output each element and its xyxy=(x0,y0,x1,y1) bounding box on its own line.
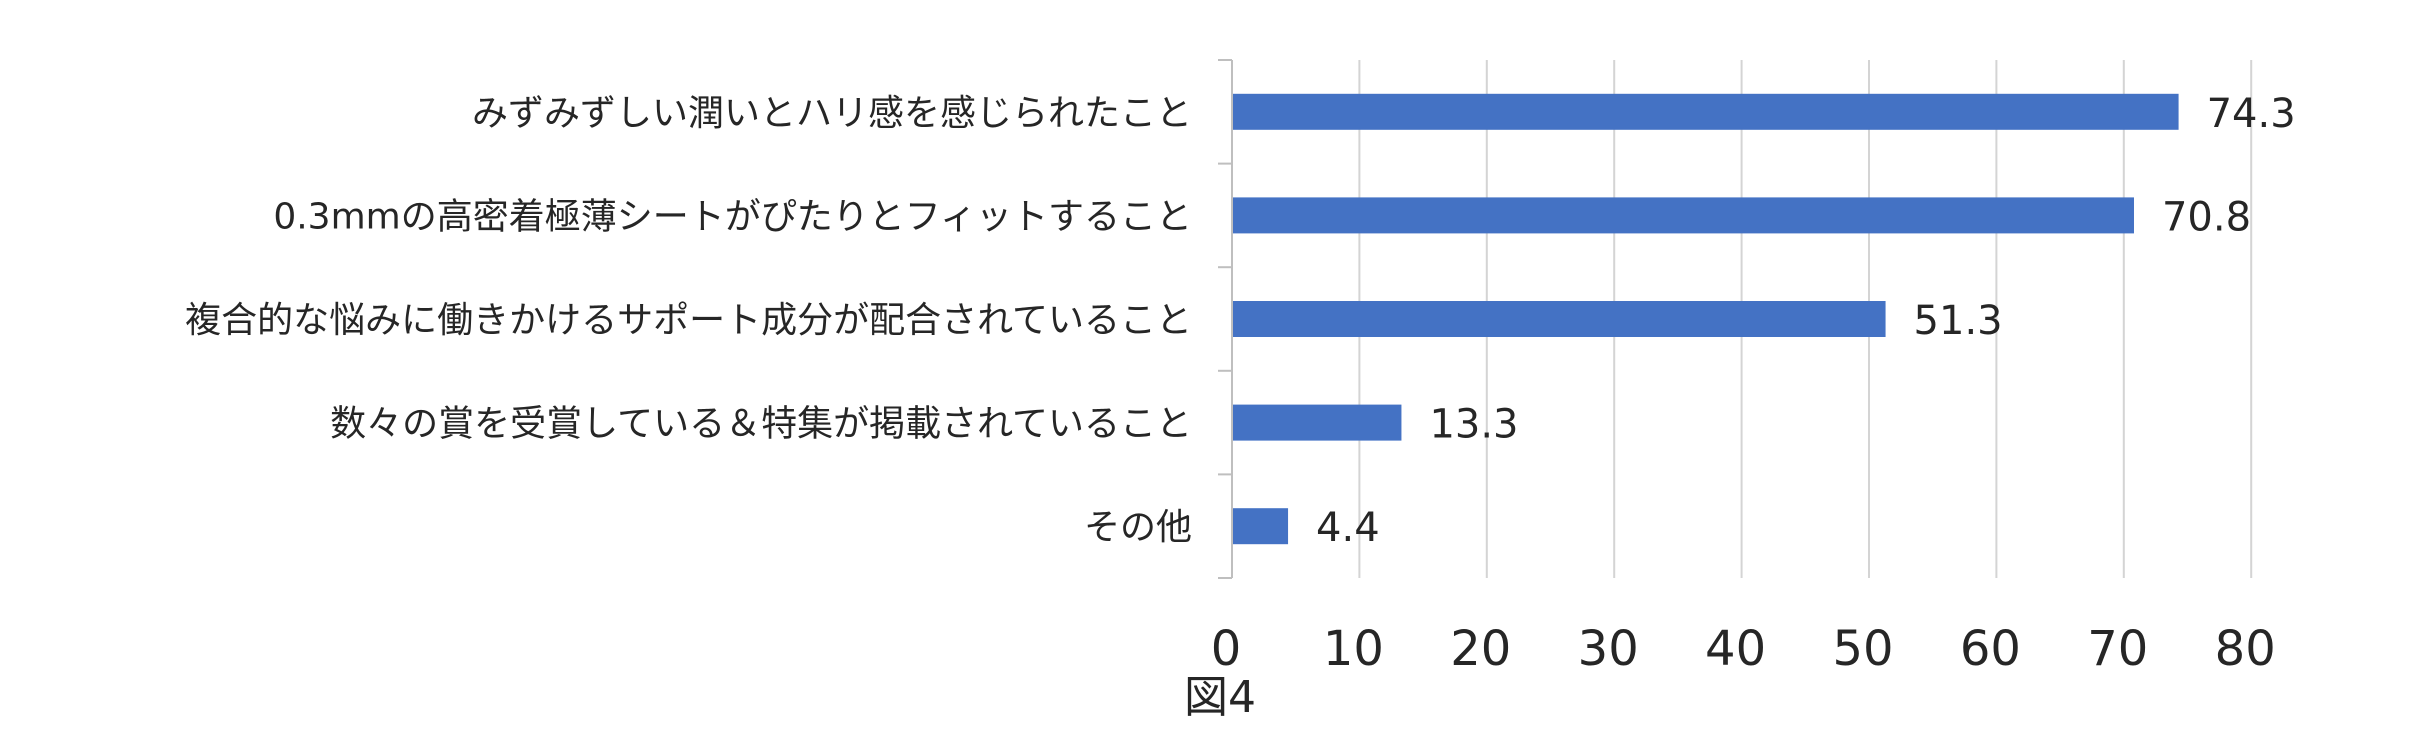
x-tick-label: 50 xyxy=(1832,621,1893,677)
data-label: 4.4 xyxy=(1316,505,1380,551)
x-tick-label: 40 xyxy=(1705,621,1766,677)
category-axis xyxy=(1218,59,1233,579)
category-label: 0.3mmの高密着極薄シートがぴたりとフィットすること xyxy=(273,196,1192,237)
x-tick-label: 60 xyxy=(1960,621,2021,677)
x-tick-label: 80 xyxy=(2215,621,2276,677)
x-tick-label: 20 xyxy=(1450,621,1511,677)
x-tick-label: 0 xyxy=(1211,621,1242,677)
bar xyxy=(1233,508,1289,545)
category-label: 複合的な悩みに働きかけるサポート成分が配合されていること xyxy=(185,300,1192,341)
data-label: 70.8 xyxy=(2162,194,2251,240)
bar xyxy=(1233,301,1886,337)
category-labels: みずみずしい潤いとハリ感を感じられたこと 0.3mmの高密着極薄シートがぴたりとフ… xyxy=(185,93,1192,548)
bar xyxy=(1233,197,2134,234)
category-label: その他 xyxy=(1084,507,1192,548)
category-label: 数々の賞を受賞している＆特集が掲載されていること xyxy=(330,404,1192,445)
data-label: 51.3 xyxy=(1914,298,2003,344)
bar xyxy=(1233,93,2179,130)
bars xyxy=(1233,93,2179,545)
x-tick-label: 70 xyxy=(2087,621,2148,677)
data-label: 74.3 xyxy=(2207,91,2296,137)
bar xyxy=(1233,404,1402,441)
figure-caption: 図4 xyxy=(1184,672,1256,723)
x-tick-labels: 0 10 20 30 40 50 60 70 80 xyxy=(1211,621,2276,677)
category-label: みずみずしい潤いとハリ感を感じられたこと xyxy=(472,93,1192,134)
x-tick-label: 10 xyxy=(1323,621,1384,677)
data-label: 13.3 xyxy=(1429,402,1518,448)
data-labels: 74.3 70.8 51.3 13.3 4.4 xyxy=(1316,91,2296,551)
x-tick-label: 30 xyxy=(1578,621,1639,677)
